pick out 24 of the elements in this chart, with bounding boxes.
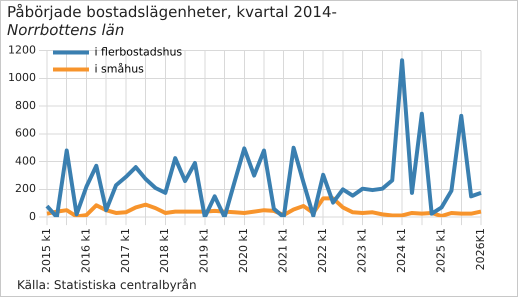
x-tick-label: 2018 k1 [158, 228, 172, 273]
x-tick-label: 2020 k1 [237, 228, 250, 273]
x-tick-label: 2022 k1 [316, 228, 330, 273]
x-tick-label: 2026K1 [474, 228, 487, 270]
text: Källa: Statistiska centralbyrån [17, 278, 197, 292]
y-tick-label: 1000 [8, 71, 36, 84]
y-tick-label: 200 [14, 182, 36, 196]
x-tick-label: 2023 k1 [355, 228, 368, 273]
x-tick-label: 2025 k1 [434, 228, 448, 273]
x-tick-label: 2017 k1 [118, 228, 132, 273]
y-tick-label: 800 [14, 98, 36, 112]
x-tick-label: 2021 k1 [276, 228, 290, 273]
chart-title: Påbörjade bostadslägenheter, kvartal 2014- [7, 3, 337, 21]
legend-label: i flerbostadshus [94, 45, 182, 58]
legend-label: i småhus [94, 62, 144, 76]
chart-subtitle: Norrbottens län [7, 21, 126, 39]
x-tick-label: 2024 k1 [394, 228, 408, 273]
y-tick-label: 1200 [8, 43, 36, 56]
x-tick-label: 2015 k1 [40, 228, 53, 273]
x-tick-label: 2016 k1 [79, 228, 92, 273]
y-tick-label: 0 [28, 210, 36, 223]
x-tick-label: 2019 k1 [198, 228, 211, 273]
y-tick-label: 600 [14, 126, 36, 140]
y-tick-label: 400 [14, 154, 36, 168]
